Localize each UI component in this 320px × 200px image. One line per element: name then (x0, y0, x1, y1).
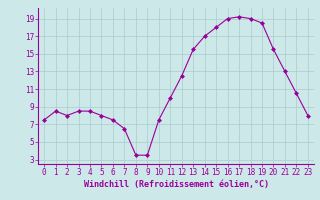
X-axis label: Windchill (Refroidissement éolien,°C): Windchill (Refroidissement éolien,°C) (84, 180, 268, 189)
